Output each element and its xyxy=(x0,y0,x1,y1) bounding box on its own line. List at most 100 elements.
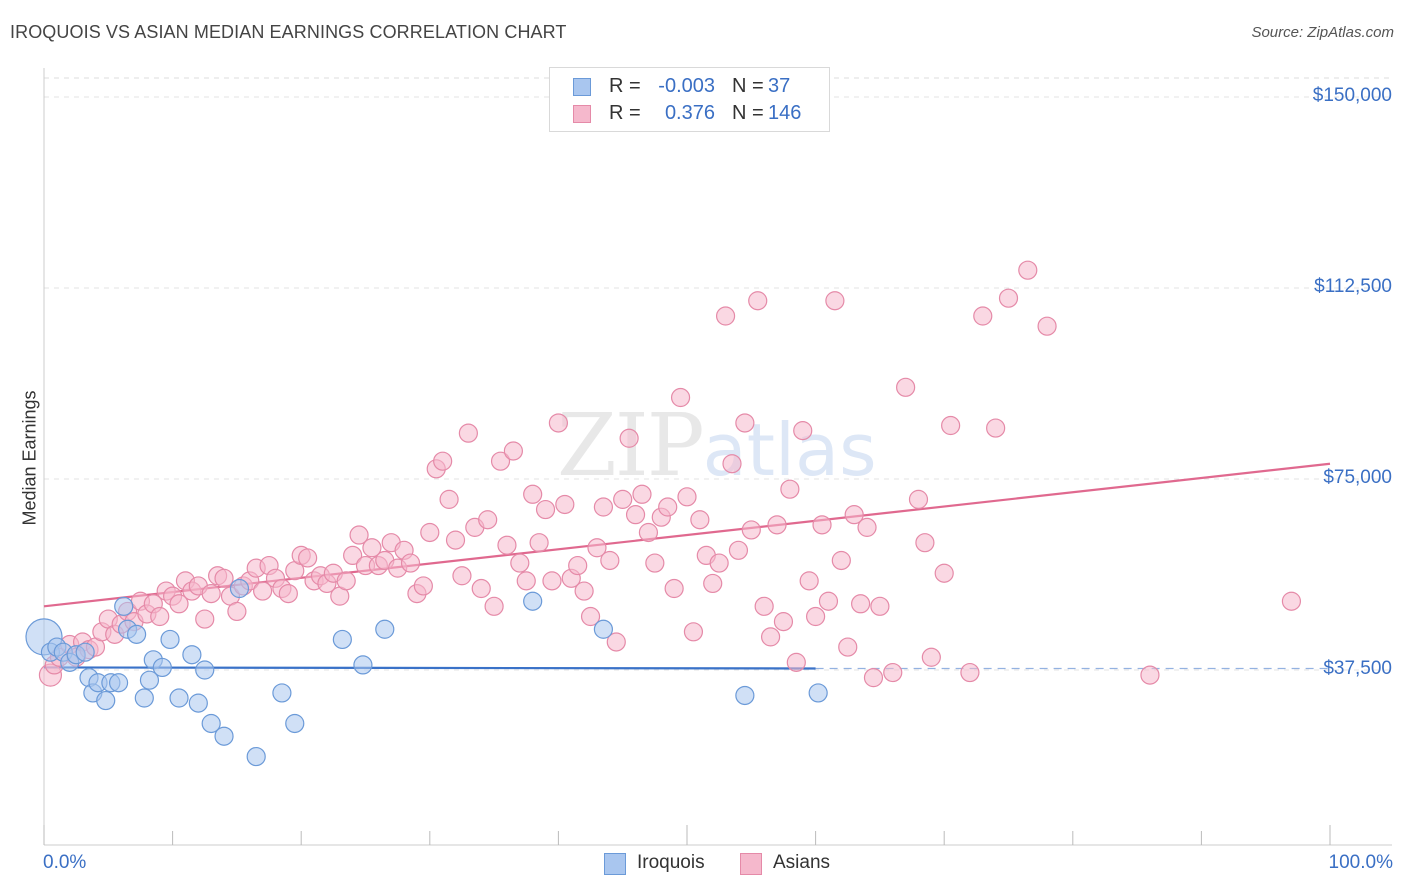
iroquois-point xyxy=(152,657,172,678)
asians-point xyxy=(510,553,530,573)
asians-point xyxy=(799,571,819,591)
asians-point xyxy=(735,413,755,433)
asians-point xyxy=(677,487,697,507)
legend-r-label: R = xyxy=(609,75,641,97)
iroquois-point xyxy=(229,578,250,599)
iroquois-point xyxy=(195,660,215,680)
asians-point xyxy=(760,627,781,647)
iroquois-point xyxy=(375,619,395,639)
legend-r-value: 0.376 xyxy=(664,102,715,124)
stats-legend: R = -0.003 N = 37 R = 0.376 N = 146 xyxy=(549,67,830,132)
asians-point xyxy=(793,421,813,441)
y-tick-label: $150,000 xyxy=(1312,85,1392,106)
asians-point xyxy=(825,291,845,311)
asians-point xyxy=(574,581,594,601)
asians-point xyxy=(908,489,929,509)
asians-legend-label: Asians xyxy=(773,852,831,873)
asians-point xyxy=(580,606,601,627)
asians-point xyxy=(587,538,607,558)
asians-point xyxy=(754,596,774,616)
watermark: ZIPatlas xyxy=(557,396,877,496)
asians-point xyxy=(413,576,433,596)
asians-point xyxy=(201,583,221,604)
asians-point xyxy=(683,622,704,642)
asians-point xyxy=(478,510,498,530)
iroquois-point xyxy=(188,693,208,713)
asians-point xyxy=(851,594,871,614)
iroquois-point xyxy=(160,629,180,650)
asians-point xyxy=(542,571,562,591)
asians-point xyxy=(844,505,864,525)
asians-point xyxy=(664,578,684,599)
legend-r-label: R = xyxy=(609,102,641,124)
source-label: Source: ZipAtlas.com xyxy=(1251,24,1394,41)
asians-point xyxy=(638,522,659,543)
asians-swatch-icon xyxy=(573,105,591,123)
asians-point xyxy=(439,489,459,509)
asians-point xyxy=(670,387,691,408)
watermark-atlas: atlas xyxy=(702,408,877,492)
asians-point xyxy=(883,662,903,683)
data-points xyxy=(25,260,1302,767)
asians-point xyxy=(812,515,832,535)
legend-n-value: 37 xyxy=(768,75,791,97)
asians-point xyxy=(471,578,491,599)
asians-point xyxy=(1281,591,1302,611)
asians-point xyxy=(998,288,1019,308)
asians-point xyxy=(786,652,806,672)
asians-point xyxy=(445,530,466,550)
asians-point xyxy=(278,583,298,604)
asians-point xyxy=(690,510,710,530)
asians-point xyxy=(748,291,768,311)
asians-point xyxy=(973,306,993,326)
asians-point xyxy=(741,520,761,540)
iroquois-point xyxy=(169,688,189,708)
asians-point xyxy=(645,553,665,573)
iroquois-point xyxy=(246,746,266,767)
iroquois-point xyxy=(182,645,202,665)
asians-point xyxy=(606,632,626,652)
iroquois-point xyxy=(139,670,160,690)
asians-point xyxy=(298,548,318,568)
asians-point xyxy=(632,484,652,504)
asians-point xyxy=(915,533,935,553)
asians-point xyxy=(658,497,678,517)
asians-point xyxy=(625,505,646,525)
iroquois-point xyxy=(108,673,129,693)
chart-title: IROQUOIS VS ASIAN MEDIAN EARNINGS CORREL… xyxy=(10,22,567,42)
iroquois-legend-label: Iroquois xyxy=(637,852,705,873)
iroquois-point xyxy=(201,713,221,734)
asians-point xyxy=(548,413,569,433)
iroquois-point xyxy=(126,624,147,644)
asians-point xyxy=(703,573,723,594)
iroquois-point xyxy=(808,683,828,703)
legend-r-value: -0.003 xyxy=(658,75,715,97)
asians-point xyxy=(767,515,787,535)
y-tick-label: $37,500 xyxy=(1323,658,1392,679)
asians-point xyxy=(838,637,858,657)
asians-point xyxy=(960,662,980,683)
legend-n-label: N = xyxy=(732,102,764,124)
asians-point xyxy=(1018,260,1038,280)
asians-point xyxy=(896,377,916,397)
iroquois-point xyxy=(593,619,614,639)
x-tick-label-min: 0.0% xyxy=(43,852,87,873)
asians-point xyxy=(433,451,453,471)
asians-point xyxy=(336,571,356,591)
asians-point xyxy=(805,606,826,627)
legend-n-value: 146 xyxy=(768,102,802,124)
asians-point xyxy=(831,550,851,571)
iroquois-point xyxy=(285,713,305,734)
x-tick-label-max: 100.0% xyxy=(1328,852,1393,873)
asians-point xyxy=(986,418,1006,438)
iroquois-point xyxy=(353,655,373,675)
asians-point xyxy=(941,415,961,436)
asians-point xyxy=(535,499,556,520)
asians-point xyxy=(870,596,890,616)
asians-point xyxy=(484,596,504,616)
asians-point xyxy=(503,441,523,461)
iroquois-trend-line xyxy=(43,666,816,670)
asians-point xyxy=(715,306,736,326)
iroquois-swatch-icon xyxy=(573,78,591,96)
iroquois-point xyxy=(523,591,543,611)
